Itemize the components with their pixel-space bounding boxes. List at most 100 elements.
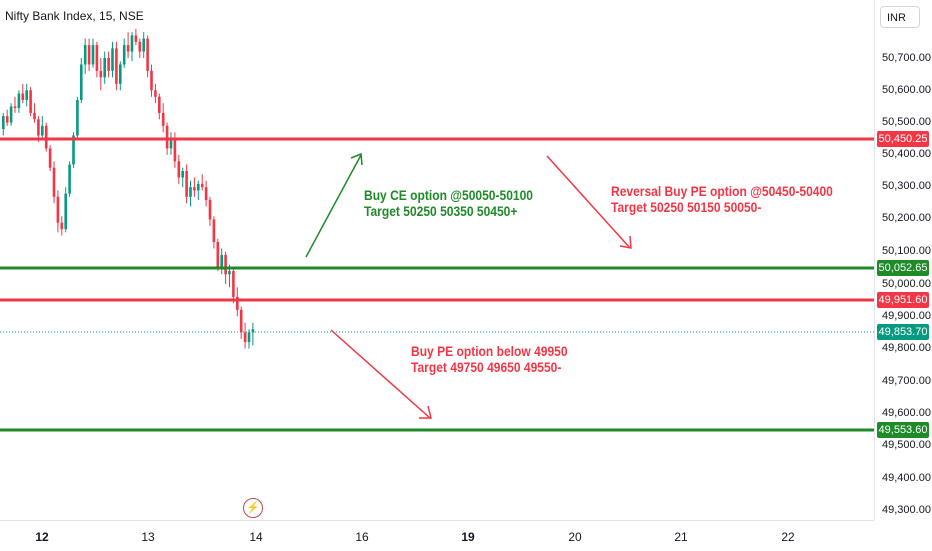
candle (204, 180, 208, 207)
candle (13, 96, 17, 113)
candle (103, 51, 106, 84)
candle-body (204, 187, 208, 201)
candle (220, 248, 223, 275)
price-tick: 49,500.00 (882, 439, 931, 451)
resistance-low-badge: 49,951.60 (877, 292, 929, 308)
reversal-pe-line1: Reversal Buy PE option @50450-50400 (611, 183, 833, 199)
candle-body (197, 183, 200, 191)
buy-ce-line2: Target 50250 50350 50450+ (364, 203, 518, 219)
candle (119, 61, 122, 91)
candle-body (107, 58, 110, 71)
candle-body (60, 222, 64, 230)
reversal-pe-arrow (546, 155, 632, 249)
candle (83, 38, 87, 75)
candle (122, 38, 126, 68)
candle (21, 83, 25, 104)
candle-body (138, 41, 142, 52)
candle (99, 58, 103, 91)
price-tick: 49,800.00 (882, 342, 931, 354)
candle-body (146, 38, 149, 71)
candle (177, 154, 181, 184)
candle (154, 83, 157, 104)
candle-body (208, 200, 212, 220)
candle (239, 306, 243, 339)
candle-body (134, 35, 138, 42)
candle-body (236, 296, 239, 310)
candle-body (25, 90, 28, 100)
chart-area[interactable]: Nifty Bank Index, 15, NSE Buy CE option … (0, 0, 874, 520)
price-tick: 49,700.00 (882, 375, 931, 387)
candle (95, 41, 99, 78)
candle (130, 32, 134, 62)
candle (208, 196, 212, 226)
buy-pe-line1: Buy PE option below 49950 (411, 343, 568, 359)
candle (134, 28, 138, 46)
price-tick: 49,600.00 (882, 407, 931, 419)
candle (138, 38, 142, 58)
current-price-badge: 49,853.70 (877, 324, 929, 340)
candle-body (48, 148, 52, 168)
time-label: 16 (355, 530, 369, 544)
candle-body (21, 93, 25, 100)
candles-layer (1, 28, 255, 349)
price-tick: 49,900.00 (882, 310, 931, 322)
candle-body (142, 38, 145, 52)
candle-body (72, 135, 75, 165)
candle-body (130, 35, 134, 52)
candle (56, 190, 60, 233)
candle (17, 90, 21, 113)
candle-body (165, 125, 169, 149)
candle-body (83, 45, 87, 65)
time-label: 20 (568, 530, 582, 544)
price-tick: 50,200.00 (882, 212, 931, 224)
buy-pe-arrow (330, 329, 432, 419)
candle-body (37, 119, 40, 136)
candle (5, 109, 9, 126)
candle (9, 103, 13, 126)
candle-body (173, 138, 177, 162)
buy-ce-line1: Buy CE option @50050-50100 (364, 187, 533, 203)
candle (212, 216, 216, 249)
lightning-icon[interactable]: ⚡ (243, 498, 263, 518)
candle (251, 322, 255, 346)
candle-body (169, 138, 173, 149)
candle (193, 177, 196, 197)
candle (76, 96, 79, 139)
candle-body (251, 329, 255, 333)
price-chart[interactable] (0, 0, 874, 520)
candle (189, 180, 192, 207)
candle (25, 83, 28, 107)
price-tick: 50,600.00 (882, 84, 931, 96)
candle (107, 51, 110, 78)
candle-body (193, 187, 196, 191)
candle (200, 174, 204, 191)
candle-body (99, 70, 103, 78)
candle-body (17, 93, 21, 109)
price-tick: 50,100.00 (882, 245, 931, 257)
reversal-pe-line2: Target 50250 50150 50050- (611, 199, 762, 215)
currency-selector[interactable]: INR (880, 6, 920, 28)
candle (44, 122, 48, 152)
candle-body (76, 99, 79, 136)
candle-body (33, 112, 36, 120)
candle-body (212, 219, 216, 243)
time-label: 21 (674, 530, 688, 544)
time-axis[interactable] (0, 520, 874, 551)
candle (64, 187, 67, 233)
candle-body (5, 116, 9, 123)
candle-body (177, 161, 181, 178)
candle-body (56, 196, 60, 223)
candle (29, 87, 32, 117)
candle-body (115, 48, 118, 84)
candle (52, 161, 56, 204)
candle (80, 58, 83, 104)
candle-body (224, 254, 227, 275)
candle-body (181, 171, 184, 178)
candle-body (80, 64, 83, 100)
buy-ce-arrow (305, 152, 363, 258)
price-tick: 50,700.00 (882, 52, 931, 64)
time-label: 14 (249, 530, 263, 544)
candle (142, 32, 145, 58)
candle-body (185, 171, 188, 197)
candle (216, 238, 220, 272)
